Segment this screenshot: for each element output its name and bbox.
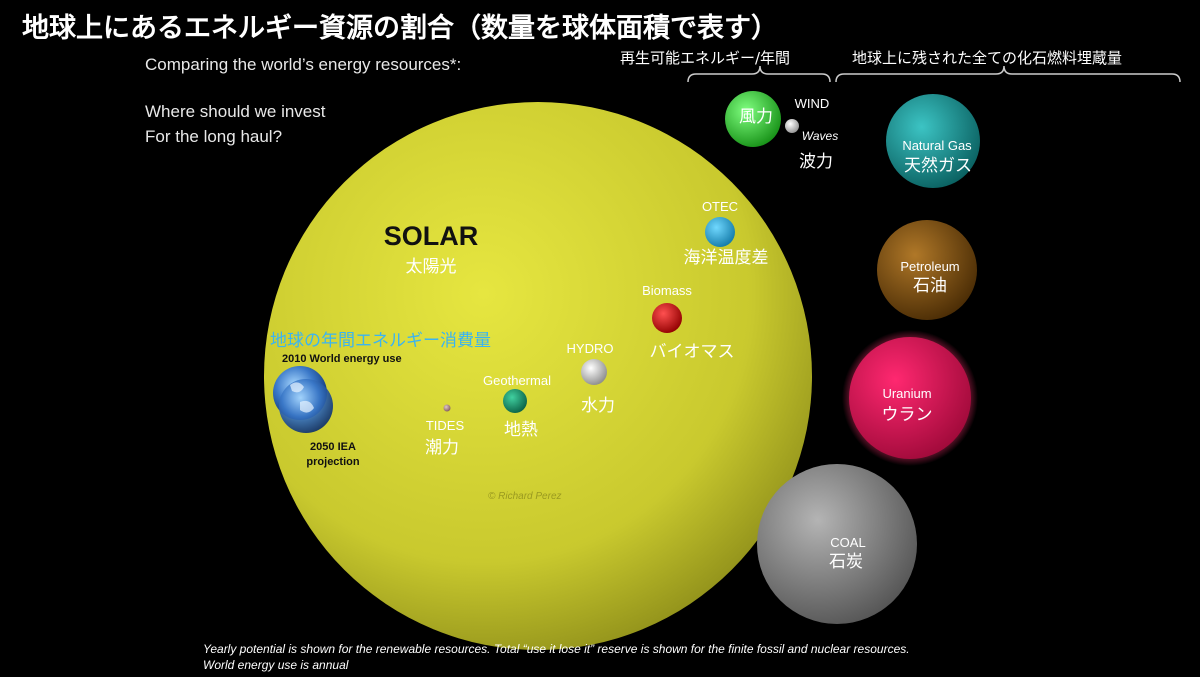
coal-label-en: COAL xyxy=(830,535,866,550)
wind-sphere xyxy=(725,91,781,147)
world-use-2050-line-1: 2050 IEA xyxy=(310,441,356,453)
coal-label-jp: 石炭 xyxy=(829,552,863,572)
page-title: 地球上にあるエネルギー資源の割合（数量を球体面積で表す） xyxy=(22,13,778,44)
wind-label-jp: 風力 xyxy=(739,107,773,127)
biomass-label-jp: バイオマス xyxy=(649,342,735,362)
question-line-1: Where should we invest xyxy=(145,102,326,121)
biomass-label-en: Biomass xyxy=(642,283,692,298)
footnote: Yearly potential is shown for the renewa… xyxy=(203,641,910,673)
group-fossil-label: 地球上に残された全ての化石燃料埋蔵量 xyxy=(852,49,1123,67)
brace-fossil xyxy=(835,65,1181,83)
otec-label-en: OTEC xyxy=(701,199,739,214)
uranium-sphere xyxy=(849,337,971,459)
world-use-2010-label: 2010 World energy use xyxy=(282,353,402,365)
uranium-label-en: Uranium xyxy=(882,386,932,401)
biomass-sphere xyxy=(652,303,682,333)
hydro-label-jp: 水力 xyxy=(581,396,615,416)
world-use-2050-line-2: projection xyxy=(306,456,360,469)
solar-label-en: SOLAR xyxy=(383,221,479,251)
petroleum-label-jp: 石油 xyxy=(913,276,947,296)
question-line-2: For the long haul? xyxy=(145,127,283,146)
otec-label-jp: 海洋温度差 xyxy=(683,248,769,268)
natural-gas-sphere xyxy=(886,94,980,188)
brace-renewable xyxy=(687,65,831,83)
world-use-label-jp: 地球の年間エネルギー消費量 xyxy=(270,331,491,351)
footnote-line-2: World energy use is annual xyxy=(203,658,349,673)
coal-sphere xyxy=(757,464,917,624)
hydro-sphere xyxy=(581,359,607,385)
solar-label-jp: 太陽光 xyxy=(405,257,457,277)
waves-label-jp: 波力 xyxy=(799,152,833,172)
geothermal-label-jp: 地熱 xyxy=(504,420,538,440)
otec-sphere xyxy=(705,217,735,247)
tides-label-jp: 潮力 xyxy=(425,438,459,458)
solar-sphere xyxy=(264,102,812,650)
subtitle: Comparing the world’s energy resources*: xyxy=(145,55,462,74)
geothermal-label-en: Geothermal xyxy=(483,373,551,388)
group-renewable-label: 再生可能エネルギー/年間 xyxy=(620,49,791,67)
geothermal-sphere xyxy=(503,389,527,413)
hydro-label-en: HYDRO xyxy=(566,341,614,356)
world-use-2050-label: 2050 IEA projection xyxy=(306,440,359,471)
waves-label-en: Waves xyxy=(801,129,839,143)
earth-globe-icon xyxy=(273,366,333,433)
footnote-line-1: Yearly potential is shown for the renewa… xyxy=(203,642,910,656)
waves-sphere xyxy=(785,119,799,133)
petroleum-label-en: Petroleum xyxy=(900,259,960,274)
natural-gas-label-en: Natural Gas xyxy=(902,138,972,153)
uranium-label-jp: ウラン xyxy=(881,405,933,425)
wind-label-en: WIND xyxy=(794,96,830,111)
tides-label-en: TIDES xyxy=(425,418,465,433)
natural-gas-label-jp: 天然ガス xyxy=(904,156,972,176)
petroleum-sphere xyxy=(877,220,977,320)
watermark: © Richard Perez xyxy=(488,491,562,502)
tides-sphere xyxy=(443,404,451,412)
